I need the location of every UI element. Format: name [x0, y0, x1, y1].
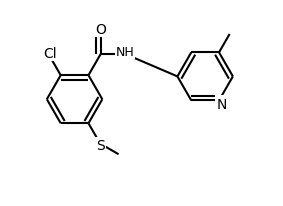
Text: S: S	[96, 139, 105, 152]
Text: O: O	[95, 23, 106, 37]
Text: NH: NH	[116, 46, 134, 59]
Text: Cl: Cl	[43, 47, 57, 61]
Text: N: N	[216, 97, 227, 111]
